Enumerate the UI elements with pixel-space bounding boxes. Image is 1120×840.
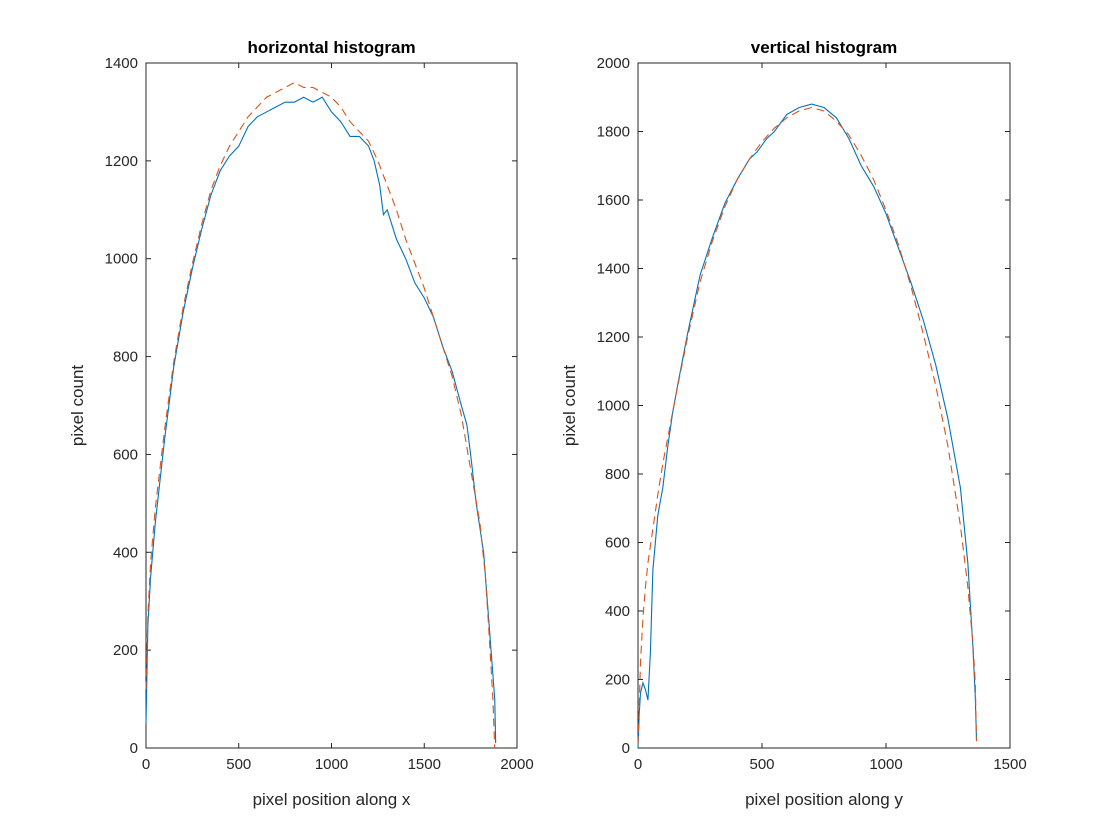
tick-group: 0 500 1000 1500 0 200 400 600 800 1000 1200 1400 160…: [597, 55, 1027, 773]
x-tick-label: 0: [634, 756, 642, 773]
solid-series-line: [637, 103, 978, 749]
y-axis-label: pixel count: [68, 365, 87, 447]
x-axis-label: pixel position along y: [745, 790, 903, 809]
y-tick-label: 1400: [597, 261, 630, 278]
x-tick-label: 1500: [408, 756, 441, 773]
y-tick-label: 1600: [597, 192, 630, 209]
vertical-histogram-plot: vertical histogram pixel position along …: [560, 38, 1027, 809]
x-tick-label: 0: [142, 756, 150, 773]
x-tick-label: 1500: [993, 756, 1026, 773]
y-tick-label: 1200: [105, 153, 138, 170]
axes-box: [637, 62, 1011, 749]
y-tick-label: 200: [605, 672, 630, 689]
tick-group: 0 500 1000 1500 2000 0 200 400 600 800 1000 1200 140…: [105, 55, 534, 773]
y-tick-label: 1200: [597, 329, 630, 346]
series-group: [637, 103, 978, 749]
y-axis-label: pixel count: [560, 365, 579, 447]
x-tick-label: 500: [749, 756, 774, 773]
y-tick-label: 400: [605, 603, 630, 620]
plot-title: horizontal histogram: [247, 38, 415, 57]
y-tick-label: 600: [113, 446, 138, 463]
y-tick-label: 1400: [105, 55, 138, 72]
dashed-series-line: [637, 106, 978, 745]
x-tick-label: 500: [226, 756, 251, 773]
plot-title: vertical histogram: [751, 38, 897, 57]
y-tick-label: 800: [605, 466, 630, 483]
y-tick-label: 400: [113, 544, 138, 561]
x-tick-label: 2000: [500, 756, 533, 773]
y-tick-label: 1800: [597, 124, 630, 141]
y-tick-label: 600: [605, 535, 630, 552]
x-tick-label: 1000: [869, 756, 902, 773]
y-tick-label: 2000: [597, 55, 630, 72]
series-group: [145, 81, 497, 749]
solid-series-line: [145, 96, 497, 744]
x-tick-label: 1000: [315, 756, 348, 773]
y-tick-label: 0: [130, 740, 138, 757]
dashed-series-line: [145, 81, 496, 749]
horizontal-histogram-plot: horizontal histogram pixel position alon…: [68, 38, 534, 809]
y-tick-label: 1000: [105, 251, 138, 268]
y-tick-label: 200: [113, 642, 138, 659]
y-tick-label: 0: [622, 740, 630, 757]
y-tick-label: 1000: [597, 398, 630, 415]
y-tick-label: 800: [113, 349, 138, 366]
x-axis-label: pixel position along x: [253, 790, 411, 809]
